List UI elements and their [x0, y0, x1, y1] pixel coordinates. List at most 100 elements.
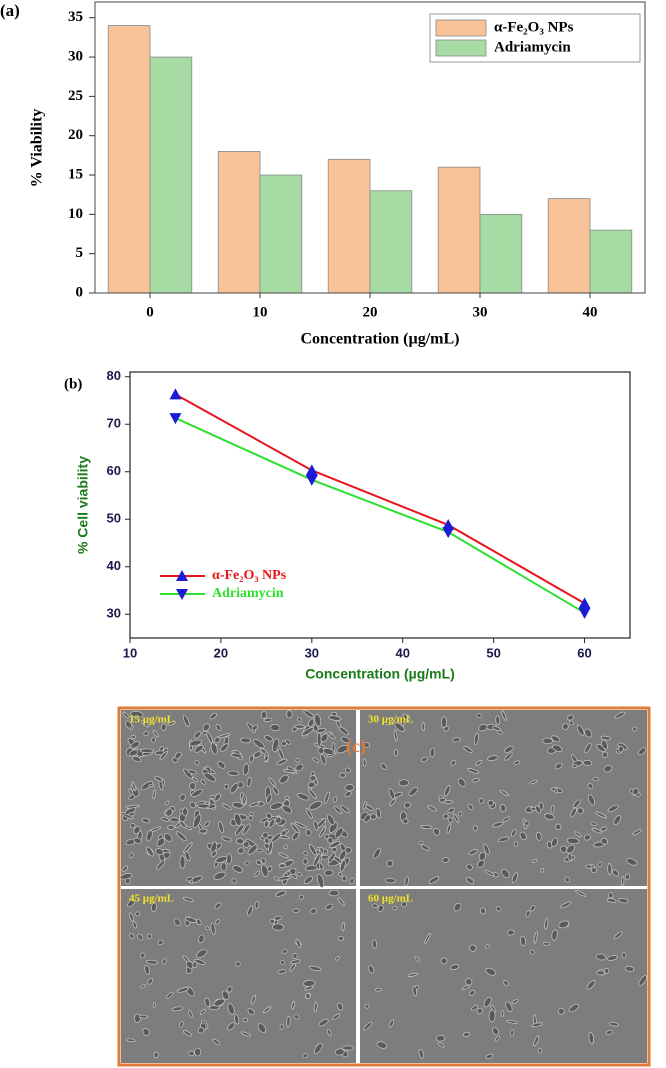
cell [336, 1002, 344, 1011]
cell [281, 830, 287, 837]
marker [578, 607, 591, 619]
marker [442, 527, 455, 539]
cell [125, 720, 132, 729]
cell [282, 948, 288, 954]
cell [309, 844, 317, 856]
cell [362, 741, 370, 748]
cell [618, 898, 629, 904]
cell [270, 724, 281, 731]
cell [606, 955, 618, 961]
cell [164, 800, 170, 806]
cell [340, 804, 350, 814]
y-tick-label: 0 [76, 284, 84, 300]
cell [260, 711, 267, 719]
cell [261, 864, 269, 878]
cell [376, 1041, 388, 1049]
cell [279, 774, 289, 784]
cell [262, 1006, 272, 1014]
series-line [175, 417, 586, 614]
cell [437, 1042, 445, 1048]
cell [600, 735, 611, 741]
cell [276, 745, 281, 750]
cell [344, 767, 351, 773]
y-axis-label: % Viability [29, 109, 46, 188]
cell [296, 872, 303, 877]
y-tick-label: 20 [68, 127, 83, 143]
cell [253, 751, 262, 758]
cell [234, 1014, 240, 1025]
marker [305, 464, 318, 476]
cell [249, 811, 254, 816]
cell [571, 764, 578, 768]
cell [163, 833, 173, 842]
cell [509, 1029, 515, 1036]
cell [210, 742, 218, 755]
cell [451, 737, 461, 743]
cell [427, 805, 437, 812]
cell [605, 1029, 614, 1035]
micrograph-caption: 30 µg/mL [368, 714, 413, 726]
cell [513, 841, 518, 847]
cell [307, 781, 316, 788]
cell [440, 957, 448, 965]
cell [371, 939, 378, 949]
cell [130, 710, 144, 718]
cell [339, 849, 347, 861]
cell [441, 857, 450, 863]
legend-marker [176, 570, 188, 581]
cell [584, 728, 593, 738]
cell [362, 758, 367, 767]
marker [578, 597, 591, 609]
cell [446, 823, 452, 834]
cell [544, 917, 549, 930]
cell [138, 1014, 149, 1019]
cell [294, 724, 305, 729]
cell [372, 847, 382, 859]
legend-label: α-Fe₂O₃ NPs [212, 568, 287, 583]
cell [129, 932, 135, 939]
cell [198, 934, 205, 944]
cell [167, 721, 176, 726]
cell [340, 736, 351, 744]
cell [502, 816, 511, 822]
cell [296, 793, 310, 801]
cell [309, 965, 322, 972]
cell [273, 915, 283, 921]
x-tick-label: 40 [583, 304, 598, 320]
cell [173, 918, 181, 926]
cell [324, 834, 330, 840]
cell [268, 840, 273, 854]
cell [363, 1021, 373, 1031]
cell [600, 826, 608, 832]
cell [398, 779, 410, 787]
bar [217, 151, 261, 294]
cell [240, 737, 251, 744]
cell [130, 741, 140, 749]
cell [552, 744, 563, 752]
cell [530, 905, 536, 912]
cell [253, 738, 265, 749]
cell [458, 811, 463, 817]
cell [408, 786, 419, 797]
cell [132, 756, 142, 763]
cell [265, 812, 272, 819]
cell [162, 958, 167, 965]
cell [472, 825, 478, 832]
cell [592, 777, 599, 782]
cell [400, 714, 405, 727]
cell [317, 873, 325, 888]
cell [160, 816, 170, 822]
cell [487, 755, 499, 761]
cell [242, 763, 250, 776]
x-tick-label: 50 [486, 645, 500, 660]
cell [421, 756, 428, 763]
cell [435, 1035, 446, 1042]
cell [375, 807, 382, 819]
cell [328, 889, 340, 897]
cell [148, 783, 155, 788]
cell [191, 789, 203, 798]
cell [537, 1047, 543, 1054]
cell [558, 920, 570, 929]
cell [264, 735, 273, 742]
cell [320, 753, 327, 765]
